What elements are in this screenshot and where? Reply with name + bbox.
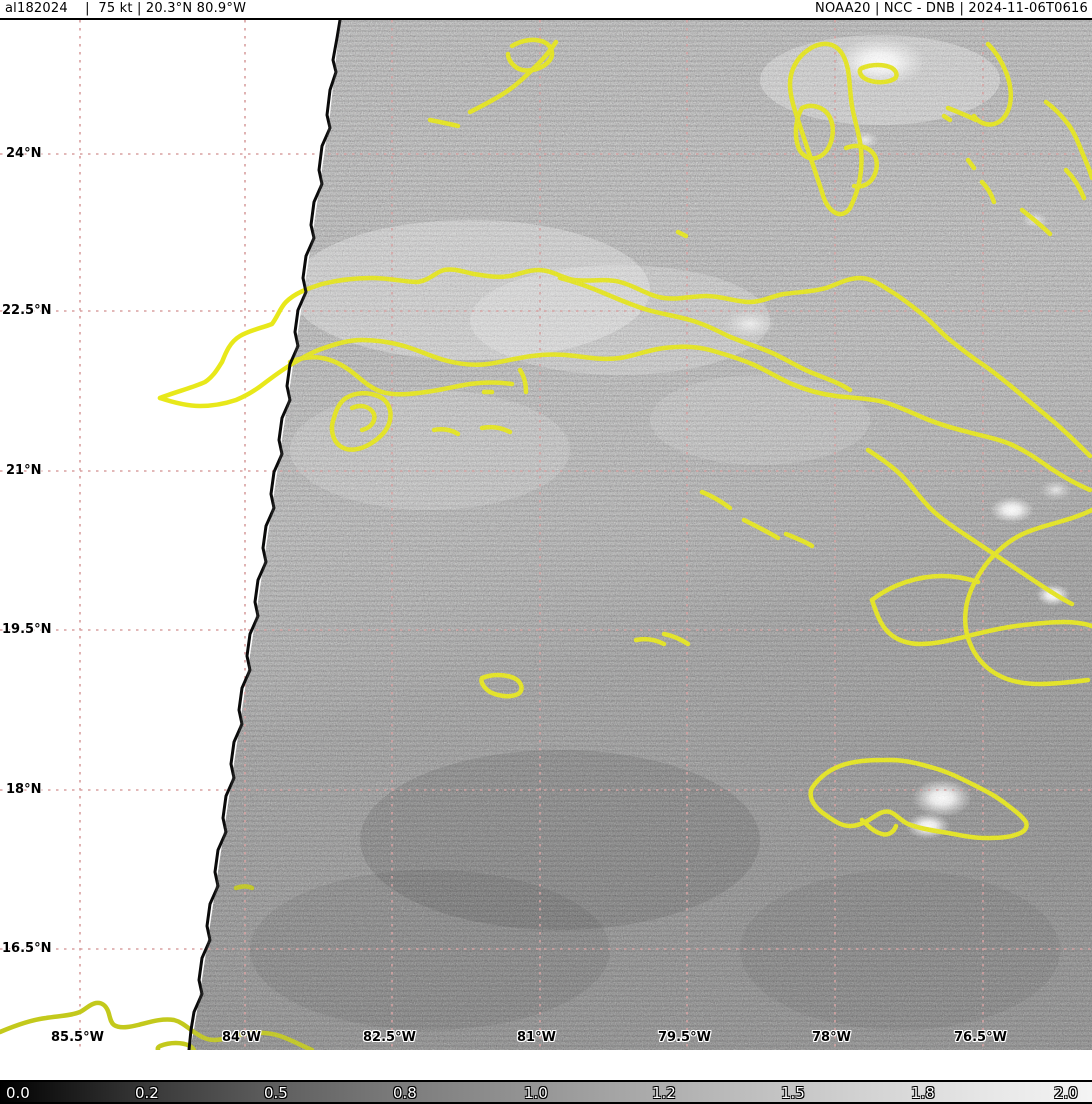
satellite-product-label: NOAA20 | NCC - DNB | 2024-11-06T0616 [815,1,1088,16]
colorbar-tick-1: 0.2 [135,1084,159,1102]
lon-label-78w: 78°W [812,1030,851,1045]
lat-label-16p5n: 16.5°N [2,941,52,956]
colorbar-tick-2: 0.5 [264,1084,288,1102]
lon-label-82p5w: 82.5°W [363,1030,416,1045]
colorbar-tick-6: 1.5 [781,1084,805,1102]
header-bar: al182024 | 75 kt | 20.3°N 80.9°W NOAA20 … [0,0,1092,20]
lon-label-76p5w: 76.5°W [954,1030,1007,1045]
colorbar-tick-0: 0.0 [6,1084,30,1102]
lon-label-84w: 84°W [222,1030,261,1045]
lon-label-79p5w: 79.5°W [658,1030,711,1045]
colorbar-tick-7: 1.8 [911,1084,935,1102]
colorbar-tick-4: 1.0 [524,1084,548,1102]
map-panel[interactable]: 24°N 22.5°N 21°N 19.5°N 18°N 16.5°N 85.5… [0,20,1092,1050]
colorbar-tick-8: 2.0 [1054,1084,1078,1102]
coastline-island-small [155,1040,197,1050]
lat-label-24n: 24°N [6,146,42,161]
imagery-speckle [190,20,1092,1050]
lon-label-85p5w: 85.5°W [51,1030,104,1045]
lat-label-21n: 21°N [6,463,42,478]
lat-label-19p5n: 19.5°N [2,622,52,637]
storm-info-label: al182024 | 75 kt | 20.3°N 80.9°W [5,1,247,16]
map-canvas [0,20,1092,1050]
lat-label-22p5n: 22.5°N [2,303,52,318]
colorbar-tick-3: 0.8 [393,1084,417,1102]
lon-label-81w: 81°W [517,1030,556,1045]
colorbar[interactable]: 0.0 0.2 0.5 0.8 1.0 1.2 1.5 1.8 2.0 [0,1080,1092,1104]
lat-label-18n: 18°N [6,782,42,797]
colorbar-tick-5: 1.2 [652,1084,676,1102]
swath-edge-line [187,20,342,1050]
